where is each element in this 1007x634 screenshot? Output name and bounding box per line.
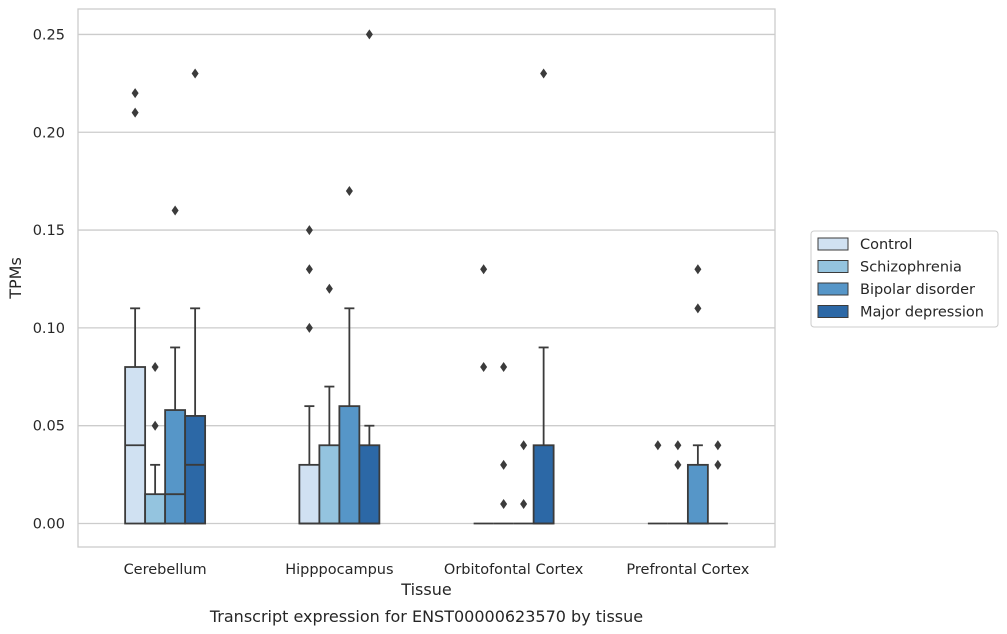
box-group	[184, 68, 207, 525]
y-tick-label: 0.10	[33, 321, 65, 337]
legend-label: Control	[860, 237, 912, 253]
box-group	[686, 264, 709, 525]
outlier-point	[714, 459, 722, 470]
box-group	[298, 225, 321, 525]
box	[318, 444, 341, 525]
legend-label: Schizophrenia	[860, 260, 962, 276]
legend-swatch	[817, 237, 849, 251]
outlier-point	[714, 440, 722, 451]
box-group	[667, 440, 688, 525]
y-tick-labels: 0.00 0.05 0.10 0.15 0.20 0.25	[33, 27, 65, 532]
box-group	[124, 88, 147, 525]
outlier-point	[131, 107, 139, 118]
x-tick-label: Prefrontal Cortex	[626, 562, 749, 578]
box	[532, 444, 555, 525]
legend-frame	[810, 230, 999, 328]
x-tick-labels: Cerebellum Hipppocampus Orbitofontal Corte…	[124, 562, 750, 578]
outlier-point	[365, 29, 373, 40]
outlier-point	[131, 88, 139, 99]
y-tick-label: 0.05	[33, 419, 65, 435]
boxes-layer	[124, 29, 728, 525]
outlier-point	[674, 459, 682, 470]
box-group	[513, 440, 534, 525]
box-group	[318, 283, 341, 525]
outlier-point	[540, 68, 548, 79]
box-group	[493, 362, 514, 525]
x-tick-label: Hipppocampus	[285, 562, 393, 578]
outlier-point	[500, 362, 508, 373]
y-tick-label: 0.25	[33, 27, 65, 43]
legend-label: Bipolar disorder	[860, 282, 975, 298]
outlier-point	[151, 420, 159, 431]
plot-frame	[77, 8, 776, 548]
box-group	[338, 185, 361, 525]
box	[164, 409, 187, 525]
outlier-point	[480, 264, 488, 275]
box	[338, 405, 361, 525]
legend: Control Schizophrenia Bipolar disorder Majo…	[810, 230, 999, 328]
box	[686, 463, 709, 525]
outlier-point	[654, 440, 662, 451]
y-tick-label: 0.20	[33, 125, 65, 141]
outlier-point	[171, 205, 179, 216]
legend-swatch	[817, 305, 849, 318]
outlier-point	[305, 264, 313, 275]
y-axis-label: TPMs	[6, 257, 25, 300]
box	[358, 444, 381, 525]
outlier-point	[694, 264, 702, 275]
legend-label: Major depression	[860, 305, 984, 321]
outlier-point	[151, 362, 159, 373]
box-group	[164, 205, 187, 525]
x-tick-label: Orbitofontal Cortex	[444, 562, 584, 578]
outlier-point	[305, 322, 313, 333]
y-tick-label: 0.15	[33, 223, 65, 239]
outlier-point	[305, 225, 313, 236]
x-tick-label: Cerebellum	[124, 562, 207, 578]
outlier-point	[345, 185, 353, 196]
outlier-point	[500, 498, 508, 509]
y-tick-label: 0.00	[33, 517, 65, 533]
box-group	[144, 362, 167, 525]
outlier-point	[500, 459, 508, 470]
box-group	[358, 29, 381, 525]
legend-swatch	[817, 282, 849, 296]
outlier-point	[674, 440, 682, 451]
box-group	[473, 264, 494, 525]
box	[298, 463, 321, 525]
box	[144, 493, 167, 525]
outlier-point	[191, 68, 199, 79]
outlier-point	[520, 498, 528, 509]
box-group	[532, 68, 555, 525]
outlier-point	[520, 440, 528, 451]
box-group	[647, 440, 668, 525]
outlier-point	[694, 303, 702, 314]
figure-caption: Transcript expression for ENST0000062357…	[209, 607, 643, 626]
legend-swatch	[817, 260, 849, 273]
box	[184, 415, 207, 525]
outlier-point	[325, 283, 333, 294]
x-axis-label: Tissue	[400, 580, 451, 599]
outlier-point	[480, 362, 488, 373]
box-group	[707, 440, 728, 525]
